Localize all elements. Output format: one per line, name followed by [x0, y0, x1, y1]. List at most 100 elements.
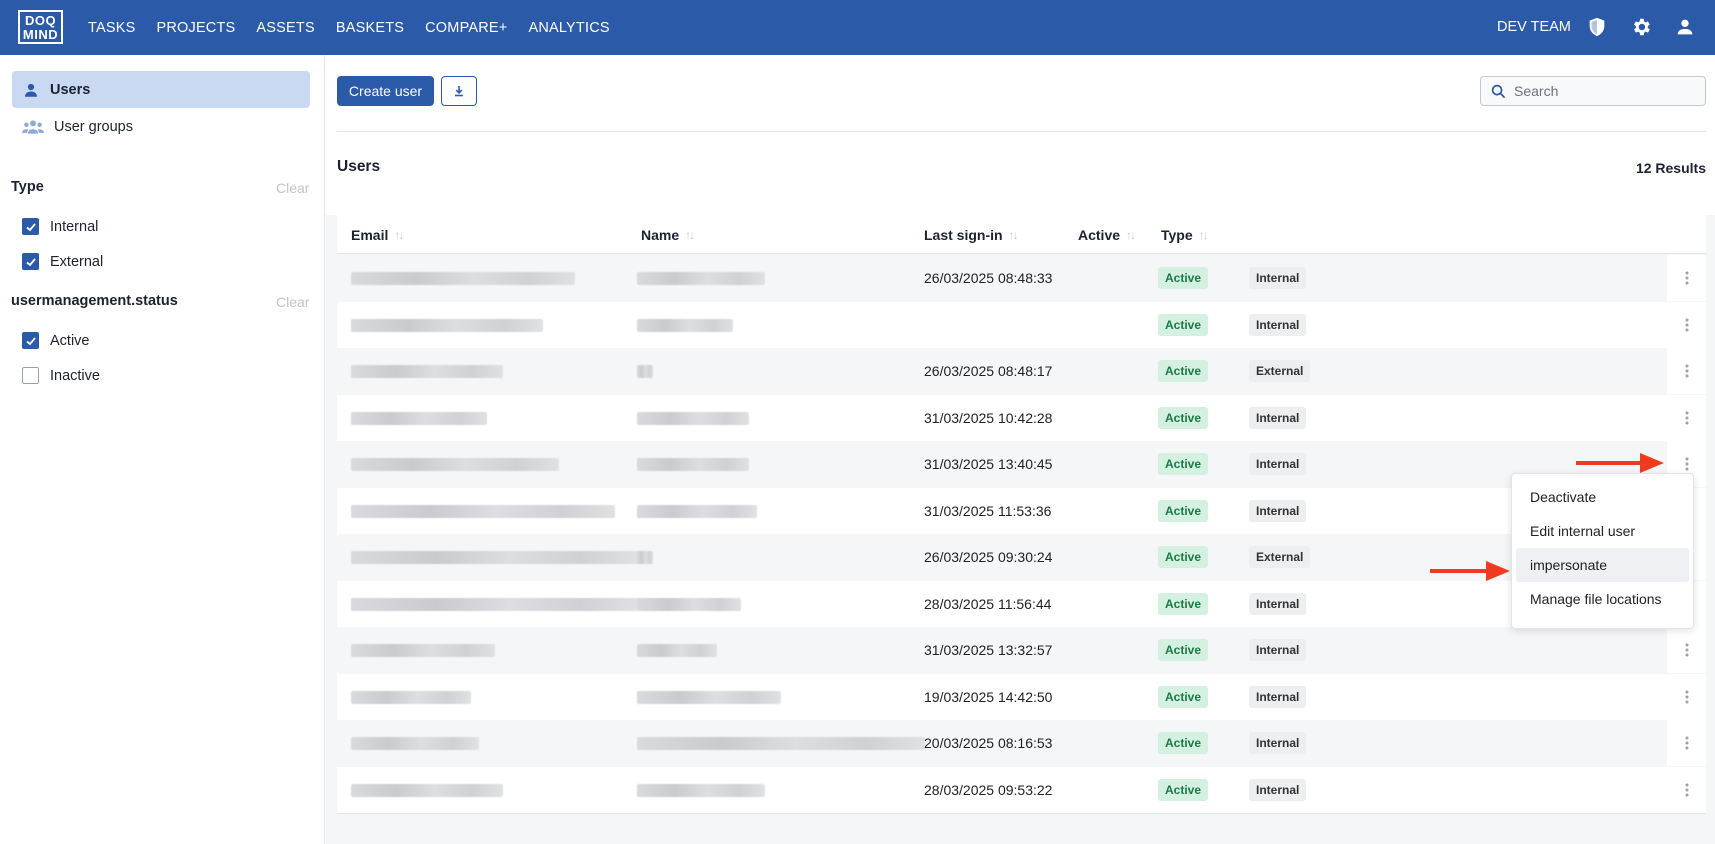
type-badge: Internal	[1249, 732, 1307, 754]
menu-item-deactivate[interactable]: Deactivate	[1530, 489, 1597, 505]
menu-item-edit-internal-user[interactable]: Edit internal user	[1530, 523, 1636, 539]
status-badge: Active	[1158, 360, 1209, 382]
checkbox-checked[interactable]	[22, 332, 39, 349]
last-sign-in-cell: 31/03/2025 10:42:28	[924, 409, 1053, 426]
email-redacted	[351, 644, 495, 657]
sidebar-item-label: Users	[50, 81, 91, 98]
row-actions-button[interactable]	[1667, 720, 1706, 766]
name-redacted	[637, 458, 749, 471]
table-row[interactable]: 31/03/2025 10:42:28 Active Internal	[337, 394, 1706, 441]
name-redacted	[637, 644, 717, 657]
filter-status-title: usermanagement.status	[11, 293, 178, 309]
section-title: Users	[337, 158, 381, 175]
status-badge: Active	[1158, 546, 1209, 568]
column-header-name[interactable]: Name ↑↓	[641, 227, 695, 243]
status-badge: Active	[1158, 685, 1209, 708]
row-actions-button[interactable]	[1667, 766, 1706, 813]
filter-option-label: Inactive	[50, 367, 100, 384]
nav-analytics[interactable]: ANALYTICS	[528, 19, 610, 36]
table-row[interactable]: 31/03/2025 13:32:57 Active Internal	[337, 627, 1706, 674]
table-row[interactable]: 26/03/2025 08:48:17 Active External	[337, 348, 1706, 395]
email-redacted	[351, 411, 487, 425]
type-badge: Internal	[1249, 778, 1307, 801]
email-redacted	[351, 737, 479, 750]
status-badge: Active	[1158, 499, 1209, 522]
type-badge: External	[1249, 360, 1311, 382]
gear-icon[interactable]	[1630, 16, 1652, 38]
name-redacted	[637, 783, 765, 797]
status-badge: Active	[1158, 639, 1209, 661]
name-redacted	[637, 272, 765, 285]
name-redacted	[637, 551, 653, 564]
team-selector[interactable]: DEV TEAM	[1497, 19, 1571, 35]
nav-compare[interactable]: COMPARE+	[425, 19, 508, 36]
download-icon	[455, 86, 463, 97]
sidebar-item-user-groups[interactable]: User groups	[12, 108, 310, 145]
name-redacted	[637, 504, 757, 518]
row-actions-button[interactable]	[1667, 627, 1706, 673]
filter-status-clear[interactable]: Clear	[276, 294, 310, 310]
row-actions-button[interactable]	[1667, 673, 1706, 720]
last-sign-in-cell: 31/03/2025 13:40:45	[924, 456, 1053, 472]
table-header: Email ↑↓ Name ↑↓ Last sign-in ↑↓ Active ↑↓ T…	[337, 214, 1706, 254]
status-badge: Active	[1158, 778, 1209, 801]
last-sign-in-cell: 28/03/2025 09:53:22	[924, 781, 1053, 798]
filter-option-active[interactable]: Active	[22, 332, 90, 349]
nav-projects[interactable]: PROJECTS	[156, 19, 236, 36]
menu-item-impersonate[interactable]: impersonate	[1516, 548, 1689, 582]
type-badge: Internal	[1249, 685, 1307, 708]
main-content: Create user Users 12 Results Email↑↓ Nam…	[326, 55, 1715, 844]
create-user-button[interactable]: Create user	[337, 76, 434, 106]
type-badge: Internal	[1249, 406, 1307, 429]
shield-icon[interactable]	[1586, 16, 1608, 38]
table-row[interactable]: 19/03/2025 14:42:50 Active Internal	[337, 673, 1706, 720]
filter-option-external[interactable]: External	[22, 253, 103, 270]
status-badge: Active	[1158, 313, 1209, 336]
table-row[interactable]: Active Internal	[337, 301, 1706, 348]
more-vertical-icon	[1685, 736, 1688, 750]
row-actions-button[interactable]	[1667, 394, 1706, 441]
row-actions-button[interactable]	[1667, 301, 1706, 348]
row-actions-button[interactable]	[1667, 348, 1706, 394]
checkbox-checked[interactable]	[22, 253, 39, 270]
type-badge: Internal	[1249, 499, 1307, 522]
sidebar-item-users[interactable]: Users	[12, 71, 310, 108]
name-redacted	[637, 597, 741, 611]
more-vertical-icon	[1685, 271, 1688, 285]
doqmind-logo[interactable]: DOQ MIND	[18, 10, 63, 44]
user-icon	[25, 83, 37, 97]
nav-tasks[interactable]: TASKS	[88, 19, 136, 36]
nav-baskets[interactable]: BASKETS	[335, 19, 405, 36]
row-actions-button[interactable]	[1667, 255, 1706, 301]
last-sign-in-cell: 19/03/2025 14:42:50	[924, 688, 1053, 705]
sort-icon: ↑↓	[1008, 228, 1019, 242]
filter-type-clear[interactable]: Clear	[276, 180, 310, 196]
column-header-last-sign-in[interactable]: Last sign-in ↑↓	[924, 227, 1019, 243]
table-row[interactable]: 26/03/2025 08:48:33 Active Internal	[337, 255, 1706, 302]
type-badge: Internal	[1249, 267, 1307, 289]
checkbox-checked[interactable]	[22, 218, 39, 235]
table-row[interactable]: 20/03/2025 08:16:53 Active Internal	[337, 720, 1706, 767]
search-input[interactable]	[1514, 83, 1694, 99]
sidebar: Users User groups Type Clear Internal Ex…	[0, 55, 325, 844]
column-header-active[interactable]: Active ↑↓	[1078, 227, 1136, 243]
last-sign-in-cell: 26/03/2025 09:30:24	[924, 549, 1053, 565]
user-icon[interactable]	[1674, 16, 1696, 38]
filter-option-inactive[interactable]: Inactive	[22, 367, 100, 384]
nav-assets[interactable]: ASSETS	[256, 19, 315, 36]
download-button[interactable]	[441, 76, 477, 106]
column-header-email[interactable]: Email ↑↓	[351, 227, 404, 243]
filter-option-internal[interactable]: Internal	[22, 218, 98, 235]
table-row[interactable]: 28/03/2025 09:53:22 Active Internal	[337, 766, 1706, 813]
checkbox-unchecked[interactable]	[22, 367, 39, 384]
sort-icon: ↑↓	[685, 228, 695, 242]
more-vertical-icon	[1685, 457, 1688, 471]
status-badge: Active	[1158, 267, 1209, 289]
search-box[interactable]	[1480, 76, 1706, 106]
column-header-type[interactable]: Type ↑↓	[1161, 227, 1209, 243]
last-sign-in-cell: 28/03/2025 11:56:44	[924, 595, 1052, 612]
table-row[interactable]: 28/03/2025 11:56:44 Active Internal	[337, 580, 1706, 627]
table-row[interactable]: 31/03/2025 11:53:36 Active Internal	[337, 487, 1706, 534]
menu-item-manage-file-locations[interactable]: Manage file locations	[1530, 591, 1662, 607]
table-row[interactable]: 31/03/2025 13:40:45 Active Internal	[337, 441, 1706, 488]
